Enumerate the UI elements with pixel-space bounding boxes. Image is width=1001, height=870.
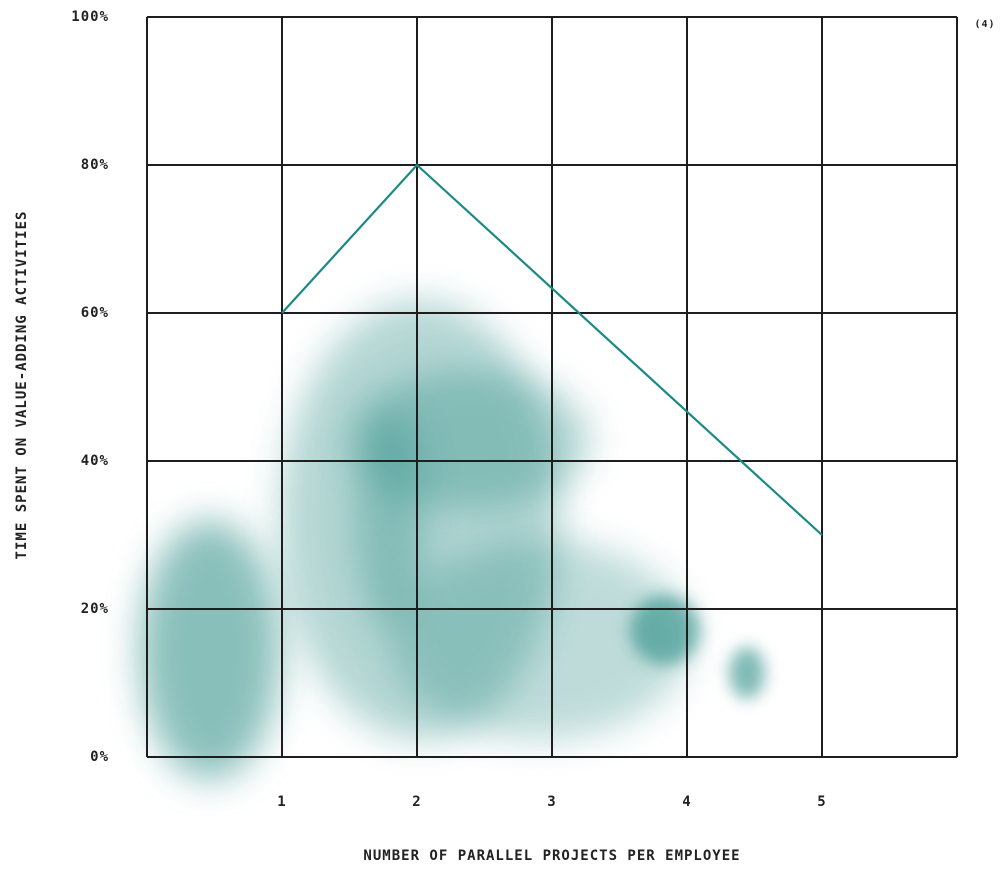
x-axis-label: NUMBER OF PARALLEL PROJECTS PER EMPLOYEE	[363, 848, 740, 864]
y-tick-label: 60%	[81, 305, 109, 321]
y-tick-label: 20%	[81, 601, 109, 617]
data-line	[281, 163, 823, 536]
y-tick-label: 40%	[81, 453, 109, 469]
x-tick-label: 3	[547, 794, 556, 810]
density-cloud	[140, 300, 765, 780]
y-tick-label: 0%	[90, 749, 109, 765]
x-tick-label: 1	[277, 794, 286, 810]
x-tick-label: 4	[682, 794, 691, 810]
x-tick-label: 5	[817, 794, 826, 810]
y-tick-label: 100%	[71, 9, 109, 25]
y-tick-label: 80%	[81, 157, 109, 173]
annotation: (4)	[974, 19, 995, 30]
x-tick-label: 2	[412, 794, 421, 810]
y-axis-label: TIME SPENT ON VALUE-ADDING ACTIVITIES	[14, 211, 30, 560]
